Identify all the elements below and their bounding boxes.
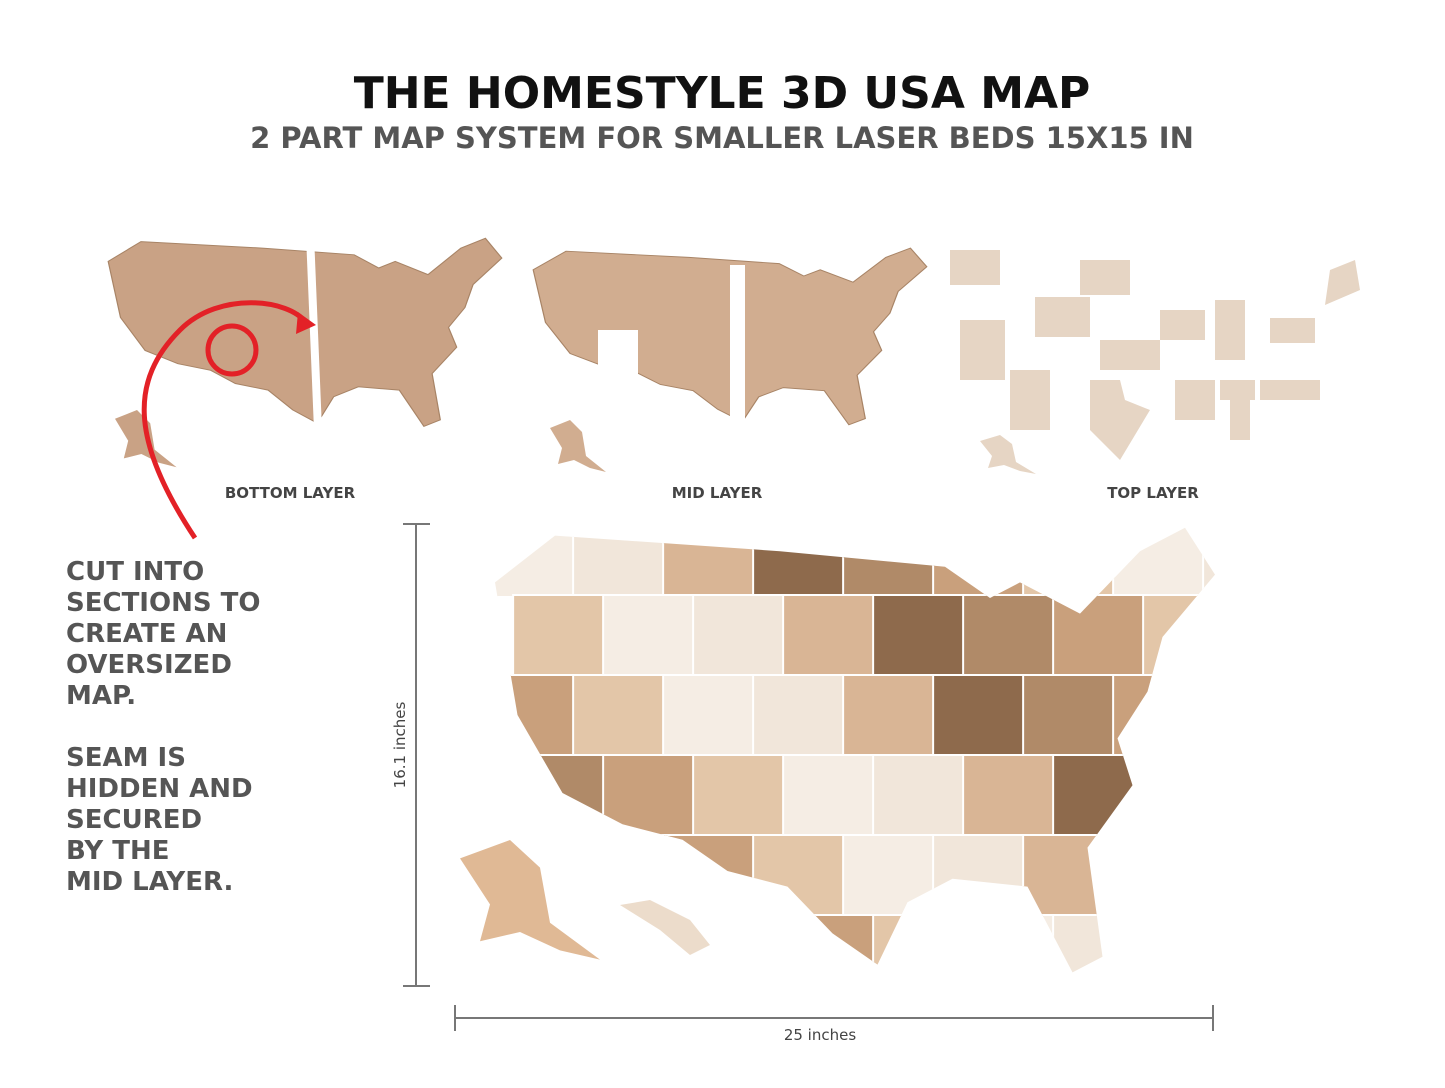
state-piece: [962, 914, 1057, 973]
state-piece: [932, 674, 1027, 758]
state-piece: [752, 527, 847, 598]
state-piece: [572, 527, 667, 598]
note-line: OVERSIZED: [66, 650, 232, 680]
state-piece: [1052, 754, 1147, 838]
state-piece: [1022, 834, 1117, 918]
state-piece: [1202, 834, 1215, 918]
arrow: [141, 300, 308, 540]
state-piece: [872, 754, 967, 838]
state-piece: [1052, 914, 1147, 973]
state-piece: [1202, 527, 1215, 598]
note-line: SEAM IS: [66, 743, 186, 773]
dimension-lines: [403, 523, 1214, 1031]
state-piece: [1112, 527, 1207, 598]
state-piece: [932, 834, 1027, 918]
main-map: [460, 527, 1325, 997]
state-piece: [842, 834, 937, 918]
state-piece: [1233, 915, 1325, 997]
state-piece: [1022, 674, 1117, 758]
note-line: MAP.: [66, 681, 136, 711]
state-piece: [782, 594, 877, 678]
state-piece: [1202, 674, 1215, 758]
note-line: HIDDEN AND: [66, 774, 253, 804]
state-piece: [692, 594, 787, 678]
state-piece: [495, 527, 577, 598]
note-line: SECTIONS TO: [66, 588, 260, 618]
state-piece: [872, 594, 967, 678]
note-line: MID LAYER.: [66, 867, 233, 897]
state-piece: [1142, 594, 1215, 678]
note-line: CUT INTO: [66, 557, 204, 587]
state-piece: [572, 674, 667, 758]
state-piece: [1112, 834, 1207, 918]
note-line: SECURED: [66, 805, 202, 835]
state-piece: [962, 594, 1057, 678]
state-piece: [1233, 755, 1325, 837]
state-piece: [662, 674, 757, 758]
layer-label: MID LAYER: [672, 484, 763, 502]
top-layer-map: [950, 250, 1360, 474]
state-piece: [512, 594, 607, 678]
note-line: CREATE AN: [66, 619, 227, 649]
state-piece: [512, 754, 607, 838]
state-piece: [872, 914, 967, 973]
state-piece: [662, 527, 757, 598]
arrow-loop: [205, 323, 259, 377]
state-piece: [662, 834, 757, 918]
state-piece: [692, 914, 787, 973]
layer-label: TOP LAYER: [1107, 484, 1199, 502]
mid-layer-map: [533, 248, 927, 472]
state-piece: [932, 527, 1027, 598]
width-label: 25 inches: [784, 1026, 857, 1044]
arrow-head: [296, 312, 316, 334]
state-piece: [1022, 527, 1117, 598]
state-piece: [782, 754, 877, 838]
state-piece: [692, 754, 787, 838]
height-label: 16.1 inches: [391, 701, 409, 788]
state-piece: [1112, 674, 1207, 758]
state-piece: [1052, 594, 1147, 678]
state-piece: [1142, 754, 1215, 838]
bottom-layer-map: [108, 234, 502, 468]
state-piece: [602, 754, 697, 838]
state-piece: [782, 914, 877, 973]
state-piece: [752, 834, 847, 918]
state-piece: [1142, 914, 1215, 973]
state-piece: [752, 674, 847, 758]
subtitle: 2 PART MAP SYSTEM FOR SMALLER LASER BEDS…: [250, 121, 1194, 155]
title: THE HOMESTYLE 3D USA MAP: [354, 68, 1091, 119]
state-piece: [602, 594, 697, 678]
state-piece: [842, 527, 937, 598]
state-piece: [962, 754, 1057, 838]
note-line: BY THE: [66, 836, 170, 866]
state-piece: [842, 674, 937, 758]
state-piece: [495, 674, 577, 758]
state-piece: [1233, 595, 1325, 677]
layer-label: BOTTOM LAYER: [225, 484, 356, 502]
